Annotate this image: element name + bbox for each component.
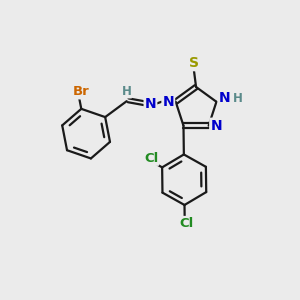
Text: Cl: Cl <box>179 217 193 230</box>
Text: N: N <box>219 91 230 105</box>
Text: H: H <box>233 92 243 105</box>
Text: N: N <box>163 95 174 109</box>
Text: Cl: Cl <box>144 152 158 165</box>
Text: Br: Br <box>73 85 89 98</box>
Text: N: N <box>210 119 222 133</box>
Text: S: S <box>189 56 199 70</box>
Text: N: N <box>145 97 156 111</box>
Text: H: H <box>122 85 131 98</box>
